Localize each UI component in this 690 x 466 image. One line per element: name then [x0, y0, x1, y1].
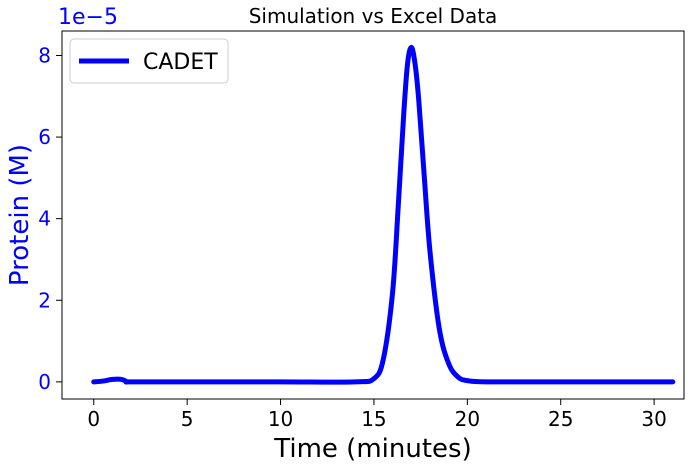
y-tick-label: 2	[38, 288, 51, 312]
x-tick-label: 30	[641, 407, 666, 431]
legend-box	[69, 38, 229, 84]
series-line-cadet	[91, 44, 676, 385]
x-axis-ticks: 0 5 10 15 20 25 30	[87, 399, 667, 431]
y-tick-label: 8	[38, 43, 51, 67]
chart-title: Simulation vs Excel Data	[249, 4, 498, 28]
y-axis-label: Protein (M)	[5, 144, 35, 286]
y-tick-label: 4	[38, 207, 51, 231]
x-axis-label: Time (minutes)	[273, 434, 471, 464]
y-tick-label: 6	[38, 125, 51, 149]
x-tick-label: 25	[548, 407, 573, 431]
x-tick-label: 15	[361, 407, 386, 431]
x-tick-label: 0	[87, 407, 100, 431]
y-tick-label: 0	[38, 370, 51, 394]
x-tick-label: 10	[268, 407, 293, 431]
x-tick-label: 20	[455, 407, 480, 431]
y-axis-ticks: 0 2 4 6 8	[38, 43, 62, 394]
legend: CADET	[69, 38, 229, 84]
legend-label-cadet: CADET	[143, 50, 218, 75]
x-tick-label: 5	[181, 407, 194, 431]
plot-area-frame	[61, 30, 685, 400]
y-axis-offset-label: 1e−5	[58, 5, 118, 30]
